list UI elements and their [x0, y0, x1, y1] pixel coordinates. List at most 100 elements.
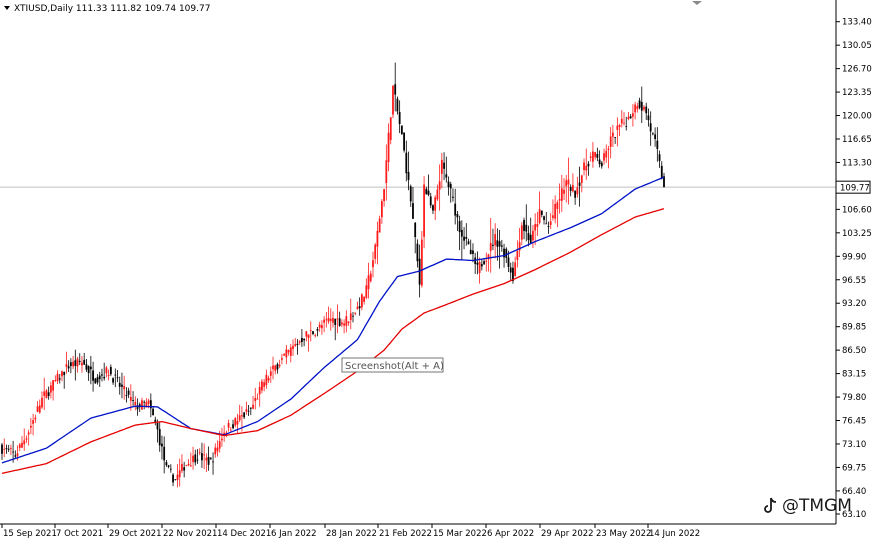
candle[interactable] [116, 370, 119, 383]
candle[interactable] [169, 464, 172, 473]
candle[interactable] [378, 215, 381, 233]
candle[interactable] [449, 181, 452, 203]
candle[interactable] [525, 204, 528, 242]
candle[interactable] [92, 361, 94, 392]
candle[interactable] [194, 449, 197, 466]
candle[interactable] [485, 252, 488, 272]
candle[interactable] [332, 311, 334, 328]
candle[interactable] [592, 142, 594, 168]
candle[interactable] [365, 278, 368, 300]
candle[interactable] [269, 366, 272, 383]
candle[interactable] [623, 112, 625, 126]
candle[interactable] [587, 161, 590, 176]
candle[interactable] [527, 225, 530, 247]
candle[interactable] [340, 319, 343, 328]
candle[interactable] [387, 123, 390, 172]
candle[interactable] [276, 362, 279, 374]
candle[interactable] [305, 330, 308, 342]
candle[interactable] [178, 458, 181, 487]
candle[interactable] [649, 111, 652, 146]
candle[interactable] [447, 176, 450, 196]
candle[interactable] [158, 421, 161, 452]
candle[interactable] [409, 184, 412, 207]
candle[interactable] [578, 166, 581, 207]
candle[interactable] [154, 416, 157, 426]
candle[interactable] [201, 442, 203, 468]
candle[interactable] [96, 374, 99, 385]
candle[interactable] [43, 377, 46, 411]
candle[interactable] [5, 444, 8, 454]
candle[interactable] [285, 345, 288, 365]
candle[interactable] [347, 321, 350, 326]
candle[interactable] [1, 442, 3, 460]
candle[interactable] [307, 334, 310, 352]
candle[interactable] [496, 228, 499, 261]
candle[interactable] [569, 184, 572, 197]
candle[interactable] [141, 397, 143, 410]
candle[interactable] [289, 343, 292, 363]
candle[interactable] [467, 238, 470, 245]
candle[interactable] [392, 85, 394, 119]
candle[interactable] [74, 349, 77, 381]
candle[interactable] [223, 425, 226, 442]
candle[interactable] [360, 293, 363, 311]
candle[interactable] [456, 210, 459, 231]
candle[interactable] [327, 306, 330, 324]
candle[interactable] [18, 442, 21, 452]
candle[interactable] [563, 178, 565, 200]
candle[interactable] [338, 311, 341, 327]
candle[interactable] [134, 396, 137, 411]
candle[interactable] [325, 311, 328, 328]
candle[interactable] [647, 108, 650, 127]
candle[interactable] [123, 375, 126, 400]
candle[interactable] [49, 381, 52, 399]
candle[interactable] [272, 356, 274, 380]
candle[interactable] [9, 444, 12, 456]
candle[interactable] [452, 188, 454, 202]
candle[interactable] [205, 453, 208, 473]
candle[interactable] [196, 449, 199, 464]
candle[interactable] [263, 379, 266, 392]
candle[interactable] [105, 366, 108, 378]
candle[interactable] [532, 224, 534, 248]
candle[interactable] [585, 148, 588, 180]
candle[interactable] [458, 215, 461, 251]
candle[interactable] [149, 393, 152, 418]
candle[interactable] [472, 243, 474, 263]
candle[interactable] [554, 195, 557, 224]
candle[interactable] [352, 312, 354, 323]
candle[interactable] [114, 368, 117, 388]
candle[interactable] [536, 212, 539, 236]
candle[interactable] [363, 296, 366, 305]
candle[interactable] [654, 127, 657, 147]
candle[interactable] [161, 435, 163, 460]
candle[interactable] [318, 321, 321, 332]
candle[interactable] [567, 157, 570, 205]
candle[interactable] [45, 389, 48, 399]
candle[interactable] [396, 96, 399, 115]
candle[interactable] [354, 312, 357, 316]
candle[interactable] [243, 411, 246, 419]
candle[interactable] [487, 253, 490, 272]
candle[interactable] [412, 187, 414, 220]
candle[interactable] [216, 440, 219, 457]
candle[interactable] [603, 148, 605, 165]
candle[interactable] [416, 239, 419, 268]
candle[interactable] [323, 316, 326, 333]
candle[interactable] [303, 338, 306, 347]
candle[interactable] [314, 333, 317, 338]
candle[interactable] [125, 387, 128, 403]
candle[interactable] [405, 140, 408, 182]
candle[interactable] [36, 401, 39, 413]
candle[interactable] [187, 459, 190, 467]
candle[interactable] [316, 327, 319, 337]
candle[interactable] [249, 407, 252, 416]
candle[interactable] [574, 190, 577, 205]
candle[interactable] [380, 199, 383, 224]
candle[interactable] [440, 152, 443, 189]
candle[interactable] [27, 429, 30, 446]
candle[interactable] [163, 436, 166, 474]
candle[interactable] [376, 221, 379, 265]
candle[interactable] [369, 270, 372, 283]
candle[interactable] [41, 391, 43, 409]
